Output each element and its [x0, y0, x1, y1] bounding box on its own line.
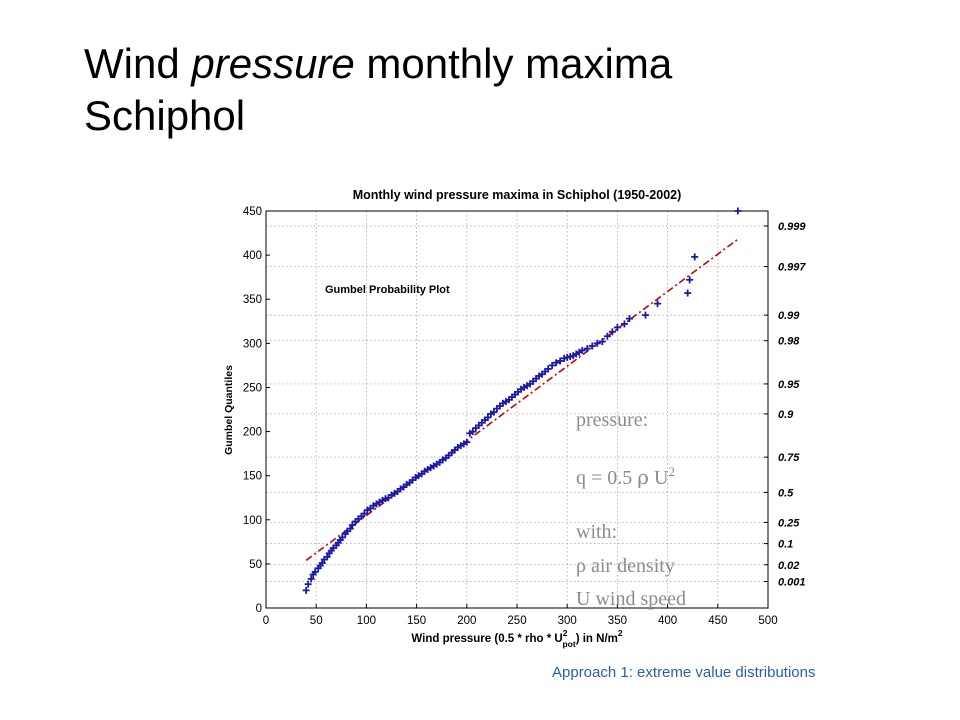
data-point — [598, 338, 606, 346]
y-tick-label: 250 — [243, 382, 262, 394]
annotation-line5: U wind speed — [576, 588, 686, 610]
probability-tick-label: 0.25 — [778, 517, 800, 529]
slide-title-line1: Wind pressure monthly maxima — [84, 38, 884, 90]
annotation-line2-post: U — [649, 467, 669, 489]
data-point — [734, 207, 742, 215]
x-tick-label: 350 — [608, 615, 627, 627]
probability-tick-label: 0.9 — [778, 409, 794, 421]
data-point — [484, 413, 492, 421]
y-tick-label: 350 — [243, 294, 262, 306]
annotation-line2-sup: 2 — [669, 464, 676, 479]
y-tick-label: 450 — [243, 206, 262, 218]
annotation-line3: with: — [576, 521, 617, 543]
title-emphasis: pressure — [191, 40, 355, 87]
y-tick-label: 300 — [243, 338, 262, 350]
data-point — [311, 568, 319, 576]
probability-tick-label: 0.997 — [778, 262, 806, 274]
xlabel-sub: pot — [562, 639, 575, 649]
xlabel-sup: 2 — [563, 628, 568, 638]
grid — [266, 211, 768, 608]
data-point — [304, 580, 312, 588]
x-tick-label: 250 — [507, 615, 526, 627]
xlabel-post: ) in N/m — [576, 633, 618, 645]
x-tick-label: 150 — [407, 615, 426, 627]
formula-annotation: pressure: q = 0.5 ρ U2 with: ρ air densi… — [576, 409, 686, 610]
data-point — [583, 345, 591, 353]
y-tick-label: 200 — [243, 427, 262, 439]
probability-axis: 0.999 0.997 0.99 0.98 0.95 0.9 0.75 0.5 0.25 0.1 0… — [764, 221, 806, 589]
rho-symbol: ρ — [637, 465, 649, 489]
title-post: monthly maxima — [354, 40, 673, 87]
data-point — [642, 311, 650, 319]
data-point — [490, 408, 498, 416]
slide-title: Wind pressure monthly maxima Schiphol — [84, 38, 884, 142]
x-axis-label: Wind pressure (0.5 * rho * U2 pot) in N/m… — [411, 628, 622, 649]
probability-tick-label: 0.001 — [778, 577, 806, 589]
title-pre: Wind — [84, 40, 192, 87]
probability-tick-label: 0.95 — [778, 379, 800, 391]
data-point — [593, 339, 601, 347]
data-point — [360, 510, 368, 518]
data-point — [318, 559, 326, 567]
x-tick-label: 50 — [310, 615, 323, 627]
data-point — [544, 365, 552, 373]
y-tick-label: 0 — [256, 603, 262, 615]
data-point — [578, 346, 586, 354]
x-tick-label: 200 — [457, 615, 476, 627]
data-point — [684, 289, 692, 297]
data-point — [302, 586, 310, 594]
chart-subtitle: Gumbel Probability Plot — [325, 284, 450, 296]
data-point — [552, 359, 560, 367]
probability-tick-label: 0.1 — [778, 539, 793, 551]
xlabel-pre: Wind pressure (0.5 * rho * U — [411, 633, 562, 645]
data-point — [463, 438, 471, 446]
data-point — [686, 276, 694, 284]
x-tick-label: 300 — [558, 615, 577, 627]
annotation-line1: pressure: — [576, 409, 648, 431]
x-tick-label: 400 — [658, 615, 677, 627]
xlabel-unit-sup: 2 — [618, 628, 623, 638]
x-tick-label: 450 — [708, 615, 727, 627]
probability-tick-label: 0.5 — [778, 487, 794, 499]
annotation-line4: ρ air density — [576, 555, 675, 577]
data-point — [613, 323, 621, 331]
probability-tick-label: 0.02 — [778, 560, 799, 572]
data-point — [346, 525, 354, 533]
x-axis: 0 50 100 150 200 250 300 350 400 450 500 — [263, 604, 778, 627]
x-tick-label: 0 — [263, 615, 269, 627]
annotation-line2-pre: q = 0.5 — [576, 467, 637, 489]
y-tick-label: 50 — [249, 559, 262, 571]
data-point — [691, 253, 699, 261]
y-tick-label: 150 — [243, 471, 262, 483]
footer-note: Approach 1: extreme value distributions — [552, 664, 816, 681]
probability-tick-label: 0.75 — [778, 452, 800, 464]
data-points — [302, 207, 742, 594]
data-point — [608, 328, 616, 336]
x-tick-label: 100 — [357, 615, 376, 627]
slide-title-line2: Schiphol — [84, 92, 246, 139]
probability-tick-label: 0.999 — [778, 221, 806, 233]
data-point — [307, 575, 315, 583]
data-point — [556, 357, 564, 365]
data-point — [338, 533, 346, 541]
data-point — [323, 553, 331, 561]
chart-title: Monthly wind pressure maxima in Schiphol… — [353, 188, 682, 202]
x-tick-label: 500 — [758, 615, 777, 627]
data-point — [625, 315, 633, 323]
y-axis-label: Gumbel Quantiles — [223, 365, 235, 455]
data-point — [588, 342, 596, 350]
data-point — [348, 521, 356, 529]
annotation-line2: q = 0.5 ρ U2 — [576, 464, 675, 489]
data-point — [548, 361, 556, 369]
y-tick-label: 400 — [243, 250, 262, 262]
data-point — [620, 320, 628, 328]
data-point — [603, 332, 611, 340]
y-axis: 0 50 100 150 200 250 300 350 400 450 — [243, 206, 270, 615]
y-tick-label: 100 — [243, 515, 262, 527]
data-point — [469, 428, 477, 436]
probability-tick-label: 0.98 — [778, 336, 800, 348]
data-point — [654, 300, 662, 308]
probability-tick-label: 0.99 — [778, 310, 800, 322]
